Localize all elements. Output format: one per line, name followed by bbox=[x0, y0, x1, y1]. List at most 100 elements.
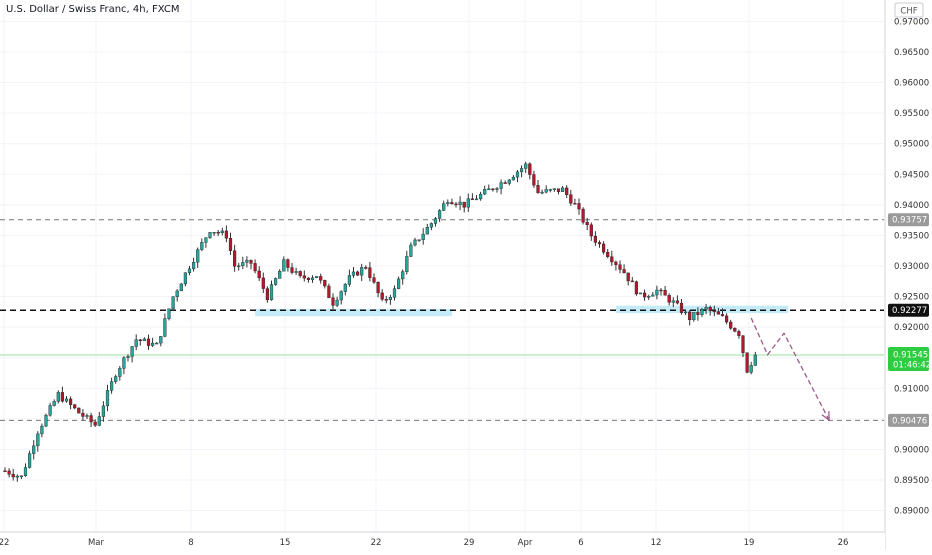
candle-body-bear bbox=[380, 292, 384, 300]
candle-body-bear bbox=[249, 259, 253, 264]
candle bbox=[618, 260, 622, 274]
candle-body-bull bbox=[507, 179, 511, 184]
candle-body-bear bbox=[450, 202, 454, 205]
candle-body-bear bbox=[368, 267, 372, 278]
candle-body-bear bbox=[565, 187, 569, 195]
candle bbox=[232, 244, 237, 272]
candle-body-bull bbox=[561, 187, 565, 192]
candle-body-bull bbox=[310, 277, 315, 280]
candle-body-bear bbox=[462, 201, 466, 208]
price-tick-label: 0.93500 bbox=[894, 231, 929, 241]
candle bbox=[167, 308, 171, 321]
candle bbox=[733, 327, 737, 333]
candle-body-bear bbox=[376, 282, 380, 294]
candle-body-bear bbox=[745, 352, 749, 373]
candle-body-bear bbox=[733, 327, 737, 332]
candle-body-bull bbox=[474, 198, 479, 201]
candle bbox=[372, 273, 376, 284]
candle-body-bull bbox=[700, 308, 704, 315]
candle bbox=[425, 223, 429, 235]
candle bbox=[532, 170, 536, 188]
currency-badge[interactable]: CHF bbox=[894, 2, 924, 18]
candle-body-bear bbox=[602, 243, 606, 253]
candle bbox=[343, 282, 347, 296]
time-tick-label: 26 bbox=[838, 538, 849, 548]
candle-body-bull bbox=[220, 230, 224, 234]
candle-body-bull bbox=[105, 390, 110, 407]
candle bbox=[614, 260, 618, 271]
candle bbox=[499, 179, 503, 195]
candle bbox=[228, 232, 233, 255]
candle bbox=[675, 295, 679, 305]
candle-body-bear bbox=[356, 271, 360, 276]
candle bbox=[15, 474, 19, 482]
candle bbox=[212, 232, 216, 237]
candle bbox=[442, 200, 446, 212]
candle bbox=[507, 179, 511, 186]
candle bbox=[179, 282, 183, 292]
candle bbox=[368, 262, 372, 282]
candle-body-bull bbox=[23, 467, 28, 477]
candle bbox=[606, 249, 610, 259]
candle-body-bull bbox=[524, 163, 528, 169]
candle-body-bull bbox=[36, 433, 40, 447]
candle-body-bull bbox=[343, 284, 347, 292]
candle-body-bull bbox=[155, 342, 159, 345]
time-axis[interactable]: 22 Mar 8 15 22 29 Apr 6 12 19 26 bbox=[0, 531, 885, 550]
candle bbox=[384, 295, 388, 304]
candle bbox=[647, 294, 651, 300]
candle bbox=[85, 413, 89, 420]
candle bbox=[327, 283, 331, 299]
candle-body-bull bbox=[85, 415, 89, 417]
candle-body-bear bbox=[224, 230, 228, 239]
candle-body-bear bbox=[93, 421, 97, 426]
candle bbox=[515, 169, 520, 183]
candle bbox=[376, 281, 380, 298]
candle-body-bull bbox=[388, 297, 392, 301]
candle-body-bull bbox=[417, 239, 421, 241]
candle bbox=[224, 225, 228, 243]
candle bbox=[643, 289, 647, 301]
candle bbox=[679, 298, 684, 315]
candle-body-bull bbox=[212, 232, 216, 234]
candle-body-bull bbox=[64, 398, 69, 402]
candle bbox=[208, 231, 212, 239]
candle-body-bear bbox=[614, 261, 618, 265]
candle-body-bear bbox=[3, 470, 7, 473]
candle-body-bear bbox=[634, 281, 638, 295]
candle bbox=[241, 256, 245, 270]
candle bbox=[319, 273, 323, 284]
candle bbox=[93, 419, 97, 427]
candle-body-bear bbox=[659, 289, 663, 292]
candle bbox=[130, 345, 134, 363]
candle-body-bull bbox=[671, 300, 675, 303]
candle-body-bull bbox=[109, 381, 114, 391]
candle bbox=[540, 189, 544, 195]
candle bbox=[585, 217, 589, 231]
candle-body-bull bbox=[347, 275, 351, 285]
price-tick-label: 0.97000 bbox=[894, 17, 929, 27]
candle bbox=[417, 239, 421, 243]
price-tick-label: 0.96500 bbox=[894, 48, 929, 58]
candle bbox=[118, 365, 122, 381]
candle bbox=[187, 265, 192, 276]
candle-body-bear bbox=[688, 311, 692, 321]
last-price-value: 0.91545 bbox=[893, 350, 928, 360]
candle-body-bear bbox=[569, 194, 573, 204]
candle bbox=[651, 291, 655, 297]
price-axis-bg bbox=[885, 0, 932, 550]
candle bbox=[105, 384, 110, 412]
candle bbox=[40, 423, 44, 438]
candle-body-bull bbox=[196, 249, 200, 263]
candle bbox=[446, 199, 450, 207]
candle-body-bear bbox=[663, 290, 667, 296]
candle-body-bull bbox=[548, 189, 552, 191]
candle bbox=[306, 277, 310, 283]
candle bbox=[89, 412, 93, 428]
candle bbox=[688, 310, 692, 326]
candle-body-bull bbox=[429, 223, 433, 228]
